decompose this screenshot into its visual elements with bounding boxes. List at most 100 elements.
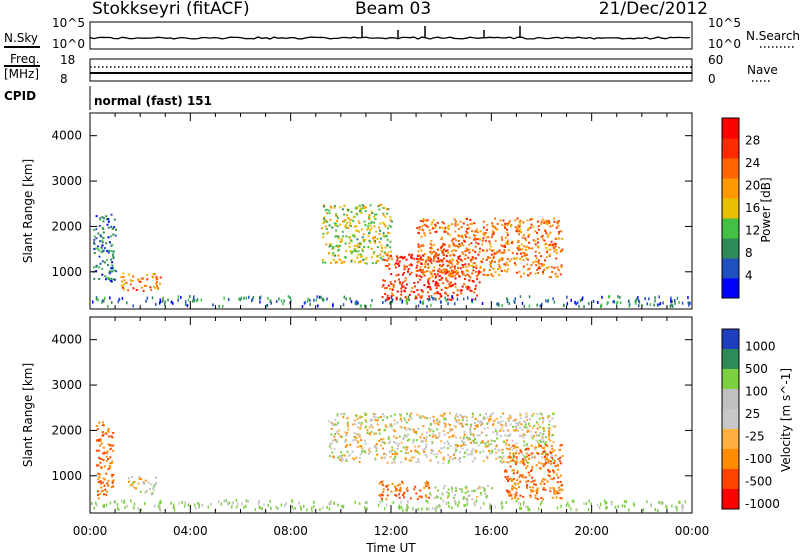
data-cell (379, 500, 381, 504)
data-cell (488, 248, 491, 251)
data-cell (357, 441, 360, 444)
data-cell (541, 452, 544, 455)
data-cell (473, 501, 476, 504)
data-cell (515, 449, 518, 452)
freq-tick-bottom: 8 (60, 72, 68, 86)
data-cell (440, 277, 443, 279)
data-cell (545, 220, 548, 223)
data-cell (121, 286, 124, 289)
data-cell (527, 422, 530, 425)
data-cell (519, 506, 521, 510)
data-cell (106, 264, 109, 266)
data-cell (427, 279, 430, 282)
data-cell (407, 427, 410, 430)
data-cell (98, 421, 101, 424)
data-cell (454, 224, 457, 227)
data-cell (532, 413, 535, 415)
data-cell (542, 432, 545, 435)
data-cell (107, 484, 110, 487)
data-cell (519, 222, 522, 225)
data-cell (525, 480, 528, 483)
data-cell (113, 269, 116, 272)
data-cell (343, 204, 346, 207)
data-cell (447, 461, 450, 464)
data-cell (429, 246, 432, 249)
data-cell (432, 419, 435, 422)
data-cell (468, 494, 471, 497)
data-cell (95, 297, 98, 301)
data-cell (530, 468, 533, 471)
data-cell (383, 452, 385, 455)
data-cell (350, 211, 353, 214)
data-cell (451, 295, 453, 299)
data-cell (350, 260, 353, 263)
data-cell (454, 285, 457, 288)
data-cell (504, 227, 507, 229)
data-cell (616, 300, 619, 304)
data-cell (154, 286, 157, 289)
data-cell (501, 501, 503, 505)
data-cell (351, 251, 354, 253)
data-cell (309, 298, 311, 302)
data-cell (93, 277, 96, 280)
data-cell (410, 412, 413, 415)
data-cell (488, 269, 491, 272)
data-cell (103, 503, 105, 507)
data-cell (123, 279, 126, 282)
data-cell (482, 418, 485, 421)
data-cell (473, 490, 476, 493)
data-cell (426, 270, 429, 273)
data-cell (377, 259, 380, 262)
data-cell (342, 505, 345, 509)
data-cell (509, 455, 511, 458)
data-cell (368, 432, 371, 435)
data-cell (386, 238, 389, 241)
data-cell (558, 486, 560, 489)
data-cell (437, 489, 440, 492)
data-cell (545, 441, 548, 444)
data-cell (299, 505, 302, 509)
data-cell (522, 436, 525, 439)
data-cell (442, 282, 445, 285)
data-cell (535, 439, 538, 442)
data-cell (374, 432, 377, 435)
data-cell (536, 303, 538, 307)
data-cell (396, 259, 399, 262)
data-cell (232, 500, 235, 504)
data-cell (506, 475, 509, 478)
data-cell (510, 225, 512, 228)
data-cell (400, 450, 403, 453)
data-cell (259, 296, 261, 300)
data-cell (400, 290, 403, 293)
data-cell (127, 477, 130, 480)
data-cell (390, 273, 393, 276)
data-cell (521, 429, 524, 432)
data-cell (483, 250, 485, 253)
data-cell (464, 497, 467, 500)
data-cell (105, 490, 108, 493)
data-cell (490, 253, 493, 256)
data-cell (374, 457, 377, 460)
freq-tick-top: 18 (60, 53, 75, 67)
data-cell (493, 226, 496, 229)
data-cell (397, 273, 400, 276)
data-cell (374, 419, 377, 422)
data-cell (364, 238, 367, 241)
data-cell (465, 230, 468, 233)
colorbar-tick-label: 100 (745, 384, 768, 398)
data-cell (407, 295, 410, 299)
data-cell (138, 476, 141, 478)
data-cell (481, 432, 484, 434)
data-cell (433, 243, 436, 246)
data-cell (389, 219, 392, 222)
data-cell (403, 266, 406, 269)
data-cell (483, 502, 485, 506)
data-cell (419, 256, 422, 259)
data-cell (102, 236, 105, 239)
data-cell (371, 212, 374, 215)
data-cell (381, 247, 383, 249)
data-cell (449, 282, 451, 285)
data-cell (497, 421, 499, 424)
data-cell (510, 480, 513, 482)
data-cell (141, 277, 144, 280)
